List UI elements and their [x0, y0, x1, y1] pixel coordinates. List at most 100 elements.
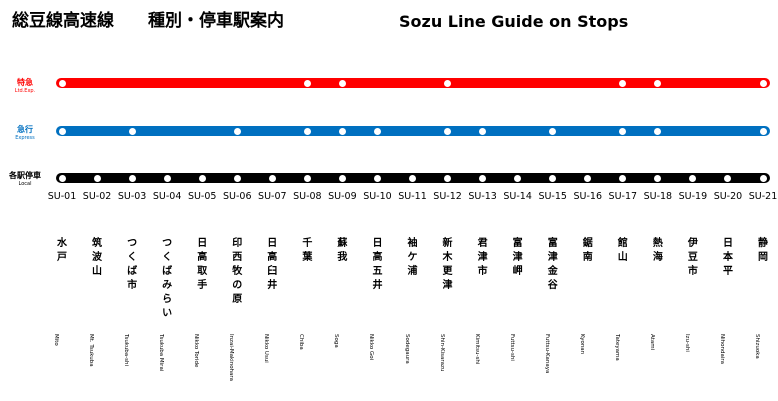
- station-name-jp[interactable]: 日高臼井: [267, 238, 278, 291]
- station-name-jp[interactable]: 筑波山: [92, 238, 103, 277]
- station-name-jp[interactable]: 印西牧の原: [232, 238, 243, 305]
- stop-marker[interactable]: [338, 127, 346, 135]
- station-name-jp[interactable]: 袖ケ浦: [407, 238, 418, 277]
- stop-marker[interactable]: [233, 174, 241, 182]
- stop-marker[interactable]: [268, 174, 276, 182]
- station-code: SU-19: [678, 191, 708, 202]
- service-name-jp: 各駅停車: [9, 171, 41, 180]
- station-code: SU-02: [82, 191, 112, 202]
- stop-marker[interactable]: [303, 79, 311, 87]
- station-code: SU-10: [363, 191, 392, 202]
- station-name-jp[interactable]: 水戸: [57, 238, 67, 263]
- station-name-jp[interactable]: 富津金谷: [547, 238, 558, 291]
- station-name-en: Mito: [53, 334, 59, 346]
- station-name-en: Kyonan: [578, 334, 585, 355]
- station-name-jp[interactable]: 静岡: [758, 238, 768, 263]
- station-name-jp[interactable]: 鋸南: [582, 238, 593, 263]
- station-code: SU-11: [398, 191, 427, 202]
- station-name-jp[interactable]: 君津市: [477, 238, 488, 277]
- station-name-en: Kimitsu-shi: [473, 334, 480, 365]
- station-name-en: Chiba: [298, 334, 305, 350]
- station-code: SU-04: [152, 191, 182, 202]
- stop-marker[interactable]: [759, 127, 767, 135]
- stop-marker[interactable]: [58, 174, 66, 182]
- service-line[interactable]: [56, 126, 770, 136]
- station-name-en: Tsukuba-shi: [123, 334, 130, 367]
- stop-marker[interactable]: [619, 127, 627, 135]
- stop-marker[interactable]: [759, 79, 767, 87]
- station-name-jp[interactable]: 熱海: [652, 238, 663, 263]
- stop-marker[interactable]: [654, 127, 662, 135]
- stop-marker[interactable]: [163, 174, 171, 182]
- service-line[interactable]: [56, 78, 770, 88]
- station-name-jp[interactable]: 千葉: [302, 238, 313, 263]
- station-name-en: Izu-shi: [683, 334, 690, 352]
- station-name-jp[interactable]: 日高取手: [197, 238, 208, 291]
- stop-marker[interactable]: [58, 79, 66, 87]
- station-code: SU-17: [608, 191, 638, 202]
- stop-marker[interactable]: [654, 79, 662, 87]
- station-name-en: Atami: [648, 334, 655, 351]
- station-code: SU-03: [117, 191, 147, 202]
- stop-marker[interactable]: [373, 174, 381, 182]
- stop-marker[interactable]: [584, 174, 592, 182]
- station-name-en: Nihondaira: [718, 334, 725, 365]
- stop-marker[interactable]: [303, 127, 311, 135]
- station-code: SU-18: [643, 191, 673, 202]
- station-name-jp[interactable]: 日本平: [722, 238, 733, 277]
- stop-marker[interactable]: [479, 174, 487, 182]
- stop-marker[interactable]: [654, 174, 662, 182]
- station-name-jp[interactable]: 館山: [617, 238, 628, 263]
- stop-marker[interactable]: [514, 174, 522, 182]
- station-code: SU-21: [748, 191, 778, 202]
- station-code: SU-14: [503, 191, 532, 202]
- stop-marker[interactable]: [549, 174, 557, 182]
- stop-marker[interactable]: [724, 174, 732, 182]
- station-name-en: Inzai-Makinohara: [228, 334, 235, 382]
- stop-marker[interactable]: [93, 174, 101, 182]
- station-name-jp[interactable]: 富津岬: [512, 238, 523, 277]
- station-name-jp[interactable]: 蘇我: [337, 238, 348, 263]
- station-name-jp[interactable]: つくば市: [127, 238, 138, 291]
- station-name-jp[interactable]: 伊豆市: [687, 238, 698, 277]
- station-name-en: Soga: [333, 334, 340, 348]
- stop-marker[interactable]: [549, 127, 557, 135]
- service-name-en: Ltd.Exp.: [14, 88, 36, 94]
- station-name-en: Mt. Tsukuba: [88, 334, 95, 367]
- service-name-en: Local: [18, 181, 32, 187]
- stop-marker[interactable]: [759, 174, 767, 182]
- station-name-jp[interactable]: 新木更津: [442, 238, 453, 291]
- station-name-en: Tsukuba Mirai: [158, 334, 165, 372]
- station-name-en: Nikko Toride: [193, 334, 200, 368]
- stop-marker[interactable]: [373, 127, 381, 135]
- station-name-en: Sodegaura: [403, 334, 410, 364]
- station-code: SU-09: [328, 191, 357, 202]
- stop-marker[interactable]: [444, 79, 452, 87]
- stop-marker[interactable]: [479, 127, 487, 135]
- stop-marker[interactable]: [128, 127, 136, 135]
- stop-marker[interactable]: [444, 127, 452, 135]
- station-name-en: Futtsu-shi: [508, 334, 515, 361]
- station-name-jp[interactable]: つくばみらい: [162, 238, 173, 319]
- stop-marker[interactable]: [338, 79, 346, 87]
- stop-marker[interactable]: [689, 174, 697, 182]
- stop-marker[interactable]: [58, 127, 66, 135]
- stop-marker[interactable]: [619, 174, 627, 182]
- stop-marker[interactable]: [198, 174, 206, 182]
- station-name-en: Shin-Kisarazu: [438, 334, 445, 372]
- stop-marker[interactable]: [128, 174, 136, 182]
- station-code: SU-05: [187, 191, 217, 202]
- station-name-en: Futtsu-Kanaya: [543, 334, 550, 374]
- station-name-jp[interactable]: 日高五井: [372, 238, 383, 291]
- stop-marker[interactable]: [303, 174, 311, 182]
- service-name-jp: 特急: [17, 78, 33, 87]
- stop-marker[interactable]: [619, 79, 627, 87]
- stop-marker[interactable]: [409, 174, 416, 182]
- stop-marker[interactable]: [444, 174, 452, 182]
- stop-marker[interactable]: [233, 127, 241, 135]
- stop-marker[interactable]: [338, 174, 346, 182]
- service-label: 急行 Express: [0, 125, 50, 142]
- station-name-en: Nikko Usui: [263, 334, 270, 363]
- station-code: SU-16: [573, 191, 603, 202]
- station-code: SU-13: [468, 191, 497, 202]
